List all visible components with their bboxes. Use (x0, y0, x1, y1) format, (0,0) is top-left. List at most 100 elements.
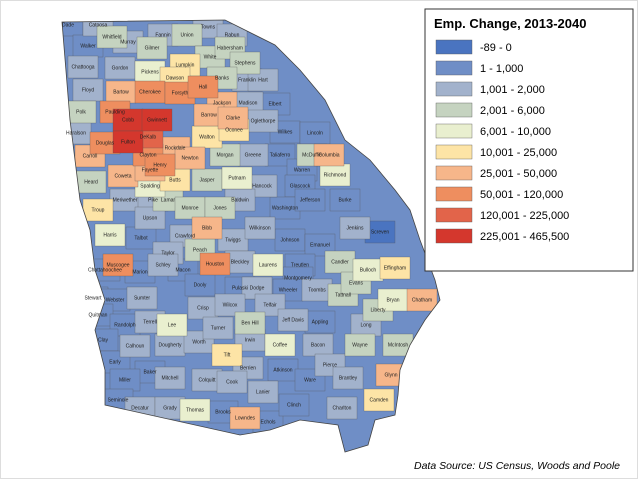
county (329, 188, 361, 212)
county-name: Candler (331, 259, 349, 265)
county-name: Clinch (287, 402, 301, 408)
county-name: Forsyth (172, 90, 189, 96)
county-name: Johnson (281, 237, 300, 243)
county-name: Taylor (161, 250, 175, 256)
county-name: Lamar (161, 197, 176, 203)
county-name: Wilkinson (249, 225, 271, 231)
county-name: Gilmer (145, 45, 160, 51)
county (264, 333, 296, 357)
county (144, 153, 176, 177)
county-name: Madison (239, 100, 258, 106)
county-name: Polk (76, 109, 86, 115)
legend-swatch (435, 228, 473, 244)
county-name: Webster (106, 297, 125, 303)
county (217, 106, 249, 130)
county (147, 253, 179, 277)
county-name: Marion (132, 269, 148, 275)
legend-swatch (435, 60, 473, 76)
county-name: Lowndes (235, 415, 256, 421)
county (214, 293, 246, 317)
county-name: Rabun (225, 32, 240, 38)
county-name: Dawson (166, 75, 184, 81)
county-name: Tift (224, 352, 231, 358)
county (344, 333, 376, 357)
county-name: Atkinson (273, 367, 292, 373)
county-name: Putnam (228, 175, 245, 181)
county-name: Jones (213, 205, 227, 211)
county-name: Catoosa (89, 22, 108, 28)
county-name: Upson (143, 215, 158, 221)
county-name: Turner (211, 325, 226, 331)
county-name: Telfair (263, 302, 277, 308)
legend-label: 25,001 - 50,000 (480, 168, 557, 180)
county (304, 233, 336, 257)
legend-label: -89 - 0 (480, 42, 512, 54)
county-name: Mitchell (162, 375, 179, 381)
county-name: Lincoln (307, 130, 323, 136)
county-name: Jeff Davis (282, 317, 304, 323)
county (244, 216, 276, 240)
county-name: Laurens (259, 262, 278, 268)
county-name: Whitfield (102, 34, 121, 40)
county-name: Murray (120, 39, 136, 45)
county-name: Clarke (226, 115, 241, 121)
county-name: Washington (272, 205, 298, 211)
county-labels: Screven Dade Walker Elbert Wilkes Lincoln Tali… (62, 22, 432, 425)
county (379, 256, 411, 280)
county (211, 343, 243, 367)
county-name: Pierce (323, 362, 337, 368)
county (191, 216, 223, 240)
county (67, 55, 99, 79)
county (134, 206, 166, 230)
legend-label: 2,001 - 6,000 (480, 105, 545, 117)
county-name: Wilcox (223, 302, 238, 308)
county-name: Camden (370, 397, 389, 403)
county-name: Union (180, 32, 193, 38)
county-name: Effingham (384, 265, 406, 271)
source-note: Data Source: US Census, Woods and Poole (414, 460, 620, 472)
legend-swatch (435, 186, 473, 202)
county-name: Screven (371, 229, 390, 235)
legend-title: Emp. Change, 2013-2040 (434, 16, 586, 31)
county-name: Macon (175, 267, 190, 273)
legend-swatch (435, 165, 473, 181)
county (229, 51, 261, 75)
state-outline (61, 19, 441, 453)
legend-swatch (435, 144, 473, 160)
county (199, 252, 231, 276)
legend-label: 225,001 - 465,500 (480, 231, 569, 243)
county-name: Lee (168, 322, 177, 328)
county (154, 366, 186, 390)
county-name: Dade (62, 22, 74, 28)
county-name: Elbert (268, 101, 282, 107)
county-name: Towns (201, 24, 216, 30)
county-name: Rockdale (165, 145, 186, 151)
county-name: Hart (258, 77, 268, 83)
county-name: Harris (103, 232, 117, 238)
county-name: Newton (182, 155, 199, 161)
county (406, 288, 438, 312)
county-name: Miller (119, 377, 131, 383)
county-name: Heard (84, 179, 98, 185)
legend-swatch (435, 81, 473, 97)
county-name: Cobb (122, 117, 134, 123)
legend-label: 50,001 - 120,000 (480, 189, 563, 201)
county-name: Bulloch (360, 267, 377, 273)
county (339, 216, 371, 240)
county-name: Habersham (217, 45, 243, 51)
county-name: Brantley (339, 375, 358, 381)
county (141, 108, 173, 132)
county-name: Henry (153, 162, 167, 168)
county-name: Crawford (175, 233, 196, 239)
county-name: Cook (226, 379, 238, 385)
county-name: Appling (312, 319, 329, 325)
county-name: Walton (199, 134, 215, 140)
county-name: Dooly (194, 282, 207, 288)
legend-swatch (435, 123, 473, 139)
legend: -89 - 0 1 - 1,000 1,001 - 2,000 2,001 - 6,0… (435, 39, 569, 244)
county-name: Crisp (197, 305, 209, 311)
county-name: Baldwin (231, 197, 249, 203)
county (187, 75, 219, 99)
county-name: Colquitt (199, 377, 217, 383)
county-name: Coweta (115, 173, 132, 179)
